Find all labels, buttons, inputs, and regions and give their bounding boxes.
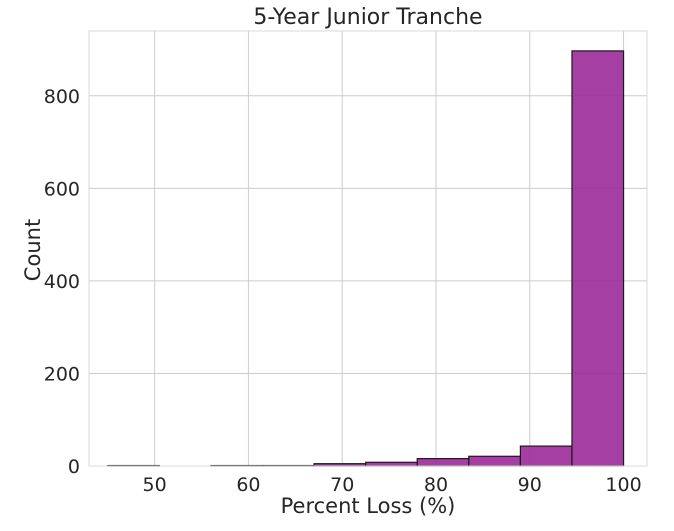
histogram-bar [468,455,521,467]
x-tick-label: 80 [424,474,448,496]
y-axis-title: Count [21,219,45,281]
y-tick-label: 0 [68,456,80,478]
x-tick-label: 90 [518,474,542,496]
x-tick-label: 70 [330,474,354,496]
y-tick-label: 600 [44,178,80,200]
y-tick-label: 400 [44,271,80,293]
x-tick-label: 50 [143,474,167,496]
histogram-bar [519,445,573,467]
chart-title: 5-Year Junior Tranche [253,5,482,30]
x-axis-title: Percent Loss (%) [281,494,456,518]
y-tick-label: 200 [44,363,80,385]
tick-labels: 50 60 70 80 90 100 0 200 400 600 800 [44,86,642,496]
y-tick-label: 800 [44,86,80,108]
plot-border [88,30,648,467]
histogram-bar [571,50,625,467]
plot-area [89,31,647,466]
plot-frame [88,30,648,467]
x-tick-label: 100 [605,474,641,496]
grid-lines [89,31,647,467]
histogram-bar [365,461,418,467]
histogram-bar [416,457,470,467]
bars [107,50,625,467]
x-tick-label: 60 [236,474,260,496]
